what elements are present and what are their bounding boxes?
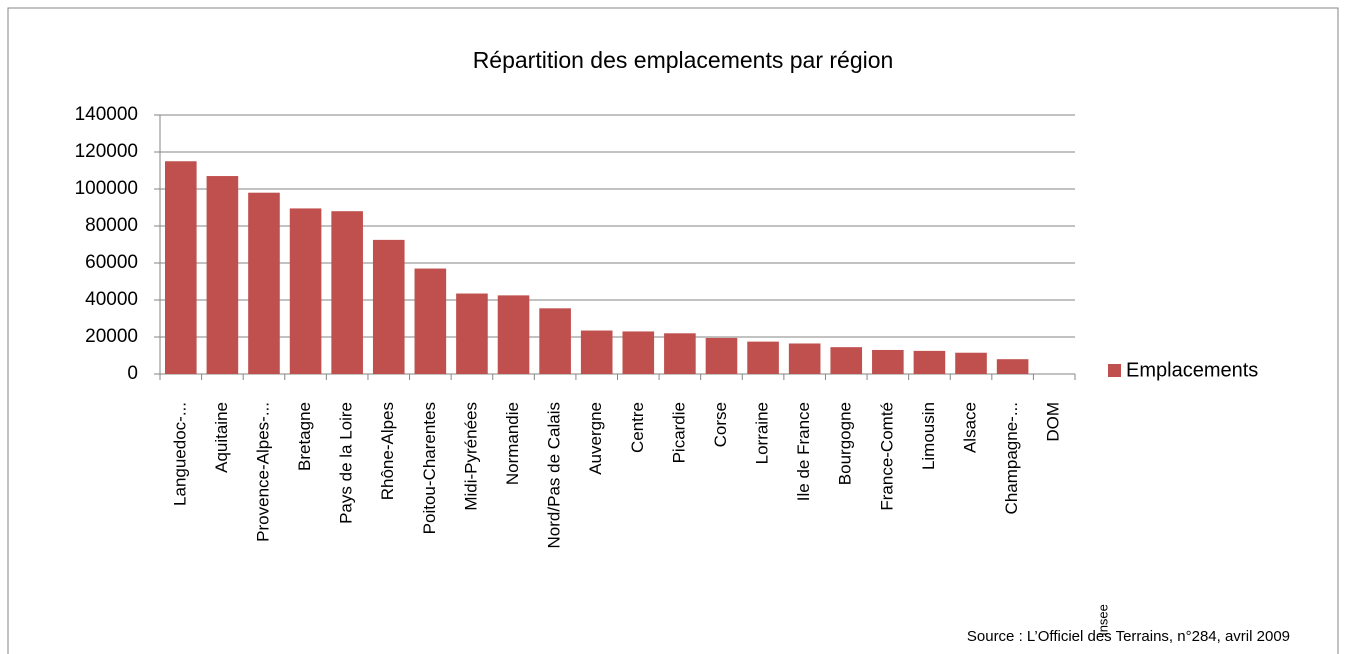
x-tick-label: Corse bbox=[711, 402, 730, 447]
x-tick-label: France-Comté bbox=[877, 402, 896, 511]
bar bbox=[622, 331, 655, 374]
x-tick-label: Rhône-Alpes bbox=[378, 402, 397, 500]
y-tick-label: 80000 bbox=[85, 215, 138, 236]
x-tick-label: Alsace bbox=[961, 402, 980, 453]
bar bbox=[289, 208, 322, 374]
x-tick-label: Provence-Alpes-... bbox=[253, 402, 272, 542]
y-tick-label: 120000 bbox=[75, 141, 138, 162]
x-tick-label: Lorraine bbox=[753, 402, 772, 464]
bar bbox=[456, 293, 488, 374]
bar bbox=[331, 211, 363, 374]
bar bbox=[705, 337, 738, 374]
bar bbox=[664, 333, 696, 374]
bar bbox=[414, 268, 447, 374]
x-tick-label: DOM bbox=[1044, 402, 1063, 442]
bar bbox=[747, 341, 779, 374]
x-tick-label: Bretagne bbox=[295, 402, 314, 471]
bar bbox=[830, 347, 863, 374]
x-tick-label: Champagne-... bbox=[1002, 402, 1021, 514]
chart-title: Répartition des emplacements par région bbox=[473, 47, 894, 73]
y-tick-label: 40000 bbox=[85, 289, 138, 310]
bar bbox=[539, 308, 571, 374]
x-tick-label: Auvergne bbox=[586, 402, 605, 475]
legend-swatch bbox=[1108, 364, 1121, 377]
x-tick-label: Poitou-Charentes bbox=[420, 402, 439, 534]
y-tick-label: 60000 bbox=[85, 252, 138, 273]
y-tick-label: 100000 bbox=[75, 178, 138, 199]
y-tick-label: 0 bbox=[127, 363, 138, 384]
x-tick-label: Ile de France bbox=[794, 402, 813, 501]
bar bbox=[788, 343, 821, 374]
bar bbox=[996, 359, 1029, 374]
x-tick-label: Centre bbox=[628, 402, 647, 453]
x-tick-label: Languedoc-... bbox=[170, 402, 189, 506]
source-note: Source : L’Officiel des Terrains, n°284,… bbox=[967, 628, 1290, 645]
bar bbox=[913, 350, 946, 374]
bar bbox=[580, 330, 613, 374]
x-tick-label: Limousin bbox=[919, 402, 938, 470]
bar bbox=[872, 349, 904, 374]
bar bbox=[372, 239, 405, 374]
bar bbox=[497, 295, 530, 374]
x-tick-label: Pays de la Loire bbox=[337, 402, 356, 524]
bar bbox=[206, 176, 239, 374]
x-tick-label: Midi-Pyrénées bbox=[461, 402, 480, 511]
x-tick-label: Nord/Pas de Calais bbox=[545, 402, 564, 548]
bar bbox=[955, 352, 987, 374]
legend-label: Emplacements bbox=[1126, 359, 1258, 381]
x-tick-label: Bourgogne bbox=[836, 402, 855, 485]
y-tick-label: 140000 bbox=[75, 104, 138, 125]
x-tick-label: Aquitaine bbox=[212, 402, 231, 473]
bar bbox=[248, 192, 280, 374]
y-tick-label: 20000 bbox=[85, 326, 138, 347]
annotation: Insee bbox=[1095, 604, 1110, 636]
x-tick-label: Picardie bbox=[669, 402, 688, 463]
bar bbox=[164, 161, 197, 374]
x-tick-label: Normandie bbox=[503, 402, 522, 485]
